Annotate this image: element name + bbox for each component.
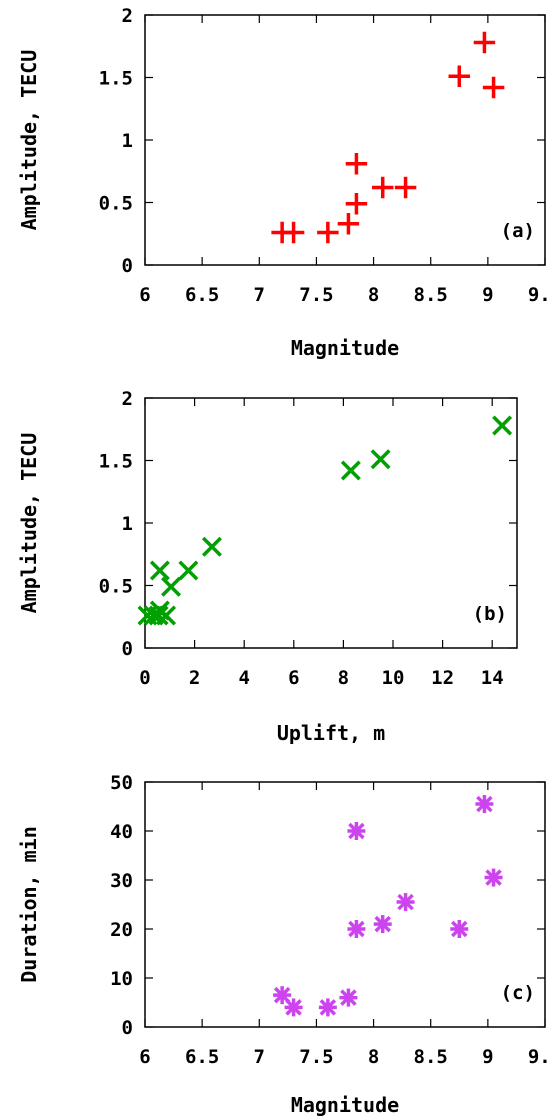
x-tick-label: 4 — [238, 667, 249, 689]
data-point — [345, 193, 368, 215]
panel-b: 0 2 4 6 8 10 12 14 0 0.5 1 1.5 2 Uplift, m Amplitude, … — [17, 388, 518, 745]
y-tick-label: 0 — [122, 1017, 133, 1039]
x-tick-label: 6.5 — [185, 284, 219, 306]
x-tick-label: 9.5 — [528, 284, 552, 306]
data-point — [178, 560, 199, 581]
data-point — [161, 576, 182, 597]
data-point — [317, 221, 339, 244]
panel-label: (a) — [501, 220, 535, 242]
x-tick-label: 0 — [139, 667, 150, 689]
x-tick-label: 8.5 — [414, 1046, 448, 1068]
panel-label: (b) — [473, 603, 507, 625]
data-point — [284, 998, 303, 1017]
data-point — [394, 176, 417, 199]
y-tick-label: 2 — [122, 388, 133, 410]
y-tick-label: 0 — [122, 255, 133, 277]
panel-label: (c) — [501, 982, 535, 1004]
data-point — [273, 986, 292, 1005]
data-point — [450, 920, 469, 938]
data-point — [373, 915, 392, 934]
x-tick-label: 8.5 — [414, 284, 448, 306]
y-tick-label: 20 — [110, 919, 133, 941]
panel-c: 6 6.5 7 7.5 8 8.5 9 9.5 0 10 20 30 40 50 Magnitude Dura… — [17, 772, 552, 1117]
x-tick-label: 7 — [254, 1046, 265, 1068]
x-tick-label: 7.5 — [299, 1046, 333, 1068]
data-point — [148, 605, 169, 626]
y-tick-label: 30 — [110, 870, 133, 892]
y-axis-label: Duration, min — [17, 826, 41, 983]
y-axis-label: Amplitude, TECU — [17, 433, 41, 614]
plot-frame — [144, 781, 546, 1028]
y-tick-label: 1.5 — [99, 68, 133, 90]
y-tick-label: 50 — [110, 772, 133, 794]
data-point — [347, 920, 366, 938]
data-point — [396, 893, 415, 912]
y-tick-label: 40 — [110, 821, 133, 843]
data-point — [475, 795, 494, 814]
x-tick-label: 6 — [288, 667, 299, 689]
x-axis-label: Magnitude — [291, 1093, 399, 1117]
y-tick-label: 0 — [122, 638, 133, 660]
y-tick-label: 0.5 — [99, 576, 133, 598]
x-tick-label: 6 — [139, 1046, 150, 1068]
x-tick-label: 9 — [482, 284, 493, 306]
data-point — [282, 221, 305, 244]
data-point — [156, 605, 177, 626]
data-point — [318, 998, 337, 1017]
x-axis-label: Magnitude — [291, 336, 399, 360]
y-axis-label: Amplitude, TECU — [17, 50, 41, 231]
x-tick-label: 6 — [139, 284, 150, 306]
x-tick-label: 6.5 — [185, 1046, 219, 1068]
data-point — [149, 560, 170, 581]
y-tick-label: 1 — [122, 130, 133, 152]
x-tick-label: 8 — [338, 667, 349, 689]
y-tick-label: 1.5 — [99, 451, 133, 473]
data-point — [340, 460, 361, 481]
plot-frame — [144, 397, 518, 649]
data-point — [482, 76, 505, 99]
data-point — [448, 65, 471, 87]
x-tick-label: 9 — [482, 1046, 493, 1068]
x-tick-label: 8 — [368, 1046, 379, 1068]
x-tick-label: 12 — [431, 667, 454, 689]
data-point — [370, 449, 391, 470]
x-axis-label: Uplift, m — [277, 721, 385, 745]
y-tick-label: 2 — [122, 5, 133, 27]
y-tick-label: 0.5 — [99, 193, 133, 215]
panel-a: 6 6.5 7 7.5 8 8.5 9 9.5 0 0.5 1 1.5 2 Magnitude Amplit… — [17, 5, 552, 360]
x-tick-label: 7.5 — [299, 284, 333, 306]
y-tick-label: 10 — [110, 968, 133, 990]
data-point — [337, 213, 360, 235]
x-tick-label: 2 — [189, 667, 200, 689]
x-tick-label: 9.5 — [528, 1046, 552, 1068]
data-point — [473, 31, 496, 54]
y-tick-label: 1 — [122, 513, 133, 535]
data-point — [339, 988, 358, 1007]
data-point — [484, 868, 503, 887]
data-point — [492, 415, 513, 436]
data-point — [371, 176, 394, 199]
data-point — [347, 822, 366, 840]
x-tick-label: 7 — [254, 284, 265, 306]
data-point — [201, 536, 222, 557]
x-tick-label: 14 — [481, 667, 504, 689]
x-tick-label: 10 — [382, 667, 405, 689]
data-point — [345, 153, 368, 175]
x-tick-label: 8 — [368, 284, 379, 306]
